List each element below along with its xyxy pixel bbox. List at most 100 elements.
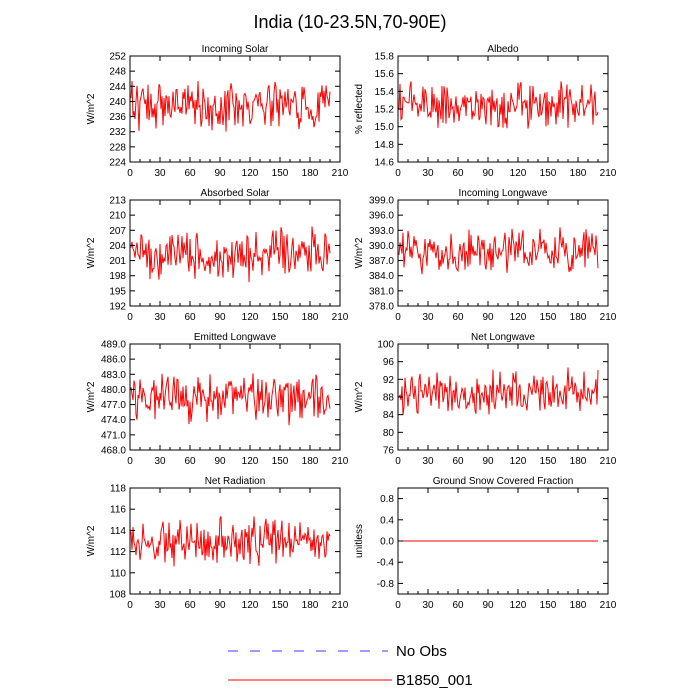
chart-3-xtick-label: 210: [332, 312, 349, 323]
chart-1-xtick-label: 30: [154, 168, 166, 179]
chart-2-ylabel: % reflected: [354, 84, 365, 134]
chart-7-ytick-label: 116: [110, 505, 126, 516]
chart-5-xtick-label: 90: [214, 456, 226, 467]
chart-5-ytick-label: 483.0: [101, 370, 126, 381]
chart-3-ytick-label: 198: [109, 271, 126, 282]
chart-1-ytick-label: 224: [109, 158, 126, 169]
chart-8-xtick-label: 150: [540, 600, 557, 611]
chart-2-xtick-label: 210: [600, 168, 617, 179]
chart-8-ylabel: unitless: [354, 524, 365, 558]
chart-8-xtick-label: 90: [482, 600, 494, 611]
chart-6-ytick-label: 96: [383, 357, 395, 368]
chart-5-ytick-label: 489.0: [101, 340, 126, 351]
chart-7-frame: [129, 487, 341, 595]
chart-7-ylabel: W/m^2: [86, 525, 97, 556]
chart-1-ylabel: W/m^2: [86, 93, 97, 124]
chart-1-xtick-label: 60: [184, 168, 196, 179]
chart-3-ytick-label: 213: [109, 196, 126, 207]
chart-2-xtick-label: 180: [570, 168, 587, 179]
chart-8-xtick-label: 120: [510, 600, 527, 611]
chart-6-ytick-label: 84: [383, 410, 395, 421]
chart-5-emitted-longwave: 0 30 60 90 120 150 180 210 468.0 471.0 474.0 477.0 4…: [86, 332, 349, 467]
chart-7-series-b1850-001: [130, 516, 331, 567]
chart-4-ylabel: W/m^2: [354, 237, 365, 268]
chart-4-ytick-label: 387.0: [369, 256, 394, 267]
chart-1-ytick-label: 240: [109, 97, 126, 108]
chart-2-albedo: 0 30 60 90 120 150 180 210 14.6 14.8 15.0 15.2 15.4 1…: [354, 44, 617, 179]
chart-8-ytick-label: -0.8: [377, 579, 395, 590]
chart-7-xtick-label: 180: [302, 600, 319, 611]
chart-7-xtick-label: 60: [184, 600, 196, 611]
chart-2-ytick-label: 15.6: [375, 69, 395, 80]
chart-2-ytick-label: 14.8: [375, 140, 395, 151]
chart-3-absorbed-solar: 0 30 60 90 120 150 180 210 192 195 198 201 204 207 210…: [86, 188, 349, 323]
chart-1-frame: [129, 55, 341, 163]
chart-4-xtick-label: 150: [540, 312, 557, 323]
chart-6-ytick-label: 88: [383, 393, 395, 404]
chart-1-xtick-label: 90: [214, 168, 226, 179]
chart-4-ytick-label: 399.0: [369, 196, 394, 207]
chart-1-ytick-label: 228: [109, 142, 126, 153]
chart-5-title: Emitted Longwave: [194, 332, 277, 343]
chart-3-xtick-label: 150: [272, 312, 289, 323]
chart-4-ytick-label: 384.0: [369, 271, 394, 282]
chart-3-ytick-label: 204: [109, 241, 126, 252]
chart-1-ytick-label: 248: [109, 67, 126, 78]
chart-5-xtick-label: 180: [302, 456, 319, 467]
chart-4-xtick-label: 90: [482, 312, 494, 323]
chart-8-title: Ground Snow Covered Fraction: [433, 476, 574, 487]
chart-6-xtick-label: 150: [540, 456, 557, 467]
chart-3-ytick-label: 195: [109, 286, 126, 297]
chart-1-ytick-label: 236: [109, 112, 126, 123]
chart-5-xtick-label: 60: [184, 456, 196, 467]
chart-5-xtick-label: 120: [242, 456, 259, 467]
chart-3-title: Absorbed Solar: [201, 188, 271, 199]
chart-5-xtick-label: 150: [272, 456, 289, 467]
legend: No Obs B1850_001: [228, 643, 473, 689]
chart-3-xtick-label: 90: [214, 312, 226, 323]
chart-8-ytick-label: 0.0: [380, 537, 394, 548]
chart-4-ytick-label: 381.0: [369, 286, 394, 297]
chart-2-xtick-label: 150: [540, 168, 557, 179]
chart-4-frame: [397, 199, 609, 307]
panels-group: 0 30 60 90 120 150 180 210 224 228 232 236 240 244 248…: [86, 44, 617, 611]
chart-1-xtick-label: 210: [332, 168, 349, 179]
chart-1-title: Incoming Solar: [202, 44, 269, 55]
chart-3-xtick-label: 60: [184, 312, 196, 323]
chart-8-xtick-label: 60: [452, 600, 464, 611]
chart-2-frame: [397, 55, 609, 163]
chart-1-incoming-solar: 0 30 60 90 120 150 180 210 224 228 232 236 240 244 248…: [86, 44, 349, 179]
chart-8-ytick-label: 0.4: [380, 515, 394, 526]
chart-6-xtick-label: 30: [422, 456, 434, 467]
chart-3-series-b1850-001: [130, 226, 331, 283]
chart-2-ytick-label: 14.6: [375, 158, 395, 169]
chart-8-ytick-label: -0.4: [377, 558, 395, 569]
chart-2-ytick-label: 15.0: [375, 122, 395, 133]
chart-2-xtick-label: 60: [452, 168, 464, 179]
chart-7-xtick-label: 30: [154, 600, 166, 611]
chart-2-xtick-label: 90: [482, 168, 494, 179]
chart-1-ytick-label: 232: [109, 127, 126, 138]
chart-6-xtick-label: 210: [600, 456, 617, 467]
chart-7-xtick-label: 90: [214, 600, 226, 611]
chart-3-xtick-label: 0: [127, 312, 133, 323]
chart-3-ytick-label: 192: [109, 302, 126, 313]
chart-5-ytick-label: 477.0: [101, 400, 126, 411]
chart-1-xtick-label: 120: [242, 168, 259, 179]
chart-6-ylabel: W/m^2: [354, 381, 365, 412]
chart-6-xtick-label: 60: [452, 456, 464, 467]
chart-4-ytick-label: 390.0: [369, 241, 394, 252]
chart-3-ytick-label: 201: [109, 256, 126, 267]
chart-2-ytick-label: 15.4: [375, 87, 395, 98]
chart-2-title: Albedo: [487, 44, 519, 55]
chart-1-xtick-label: 150: [272, 168, 289, 179]
chart-4-xtick-label: 30: [422, 312, 434, 323]
chart-5-ytick-label: 480.0: [101, 385, 126, 396]
chart-6-xtick-label: 0: [395, 456, 401, 467]
chart-4-xtick-label: 120: [510, 312, 527, 323]
chart-6-title: Net Longwave: [471, 332, 535, 343]
chart-7-ytick-label: 112: [110, 547, 126, 558]
chart-6-xtick-label: 180: [570, 456, 587, 467]
chart-7-ytick-label: 110: [110, 568, 126, 579]
chart-5-series-b1850-001: [130, 373, 331, 426]
